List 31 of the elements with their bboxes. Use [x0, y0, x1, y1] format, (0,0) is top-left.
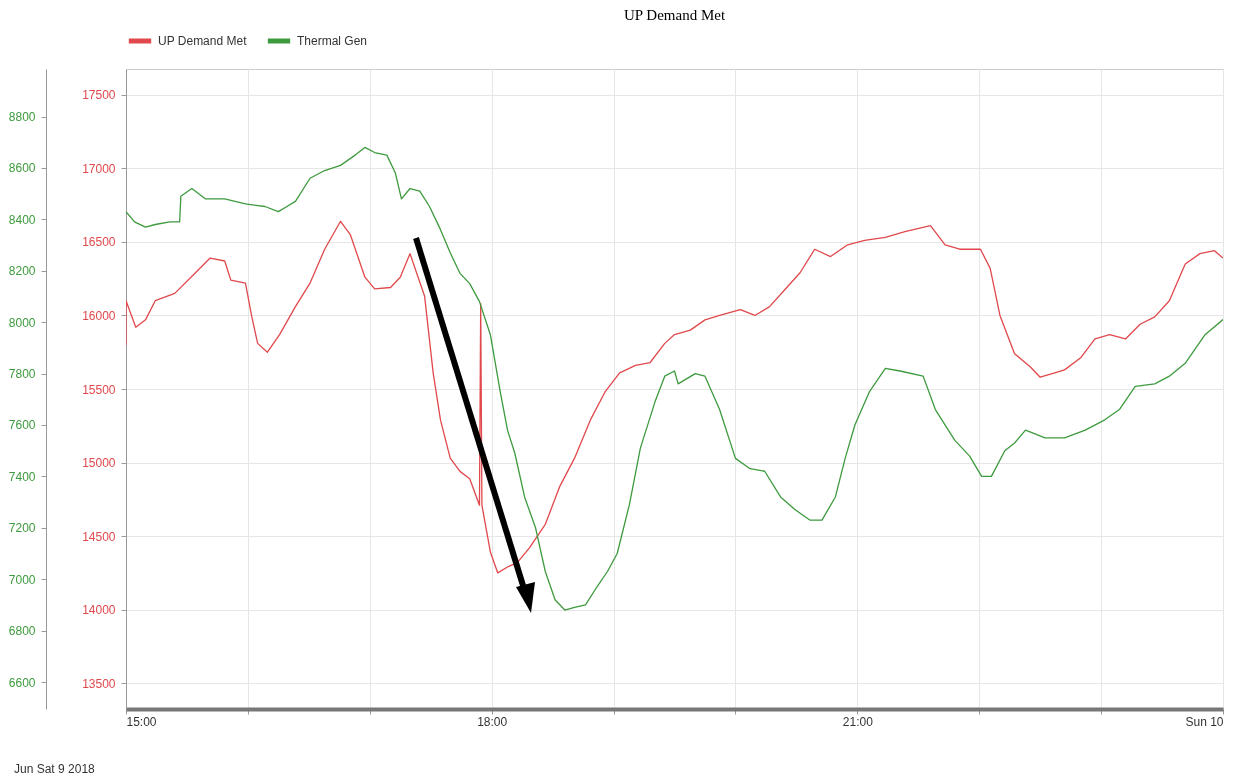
- y2-tick-label: 8400: [8, 212, 36, 227]
- y-tick-label: 13500: [82, 676, 116, 691]
- legend-label: Thermal Gen: [297, 34, 368, 48]
- y-tick-label: 16500: [82, 235, 116, 250]
- y-tick-label: 16000: [82, 308, 116, 323]
- y2-tick-label: 8200: [8, 264, 36, 279]
- y-tick-label: 15500: [82, 382, 116, 397]
- y-tick-label: 17500: [82, 88, 116, 103]
- y2-tick-label: 7400: [8, 469, 36, 484]
- x-tick-label: 21:00: [842, 714, 874, 729]
- y-tick-label: 15000: [82, 456, 116, 471]
- y-tick-label: 17000: [82, 161, 116, 176]
- y2-tick-label: 7000: [8, 572, 36, 587]
- chart-title: UP Demand Met: [623, 7, 726, 23]
- y2-tick-label: 8600: [8, 161, 36, 176]
- line-series: [126, 220, 1223, 574]
- y2-tick-label: 7600: [8, 418, 36, 433]
- y2-tick-label: 8000: [8, 315, 36, 330]
- y2-tick-label: 7200: [8, 521, 36, 536]
- x-tick-label: 18:00: [477, 714, 508, 729]
- x-tick-label: 15:00: [126, 714, 157, 729]
- y2-tick-label: 6600: [8, 675, 36, 690]
- y2-tick-label: 7800: [8, 367, 36, 382]
- line-series: [126, 146, 1223, 611]
- y2-tick-label: 8800: [8, 110, 36, 125]
- y-tick-label: 14500: [82, 529, 116, 544]
- x-tick-label: Sun 10: [1185, 714, 1224, 729]
- legend-label: UP Demand Met: [158, 34, 248, 48]
- text: Jun Sat 9 2018: [14, 762, 95, 776]
- y2-tick-label: 6800: [8, 624, 36, 639]
- y-tick-label: 14000: [82, 603, 116, 618]
